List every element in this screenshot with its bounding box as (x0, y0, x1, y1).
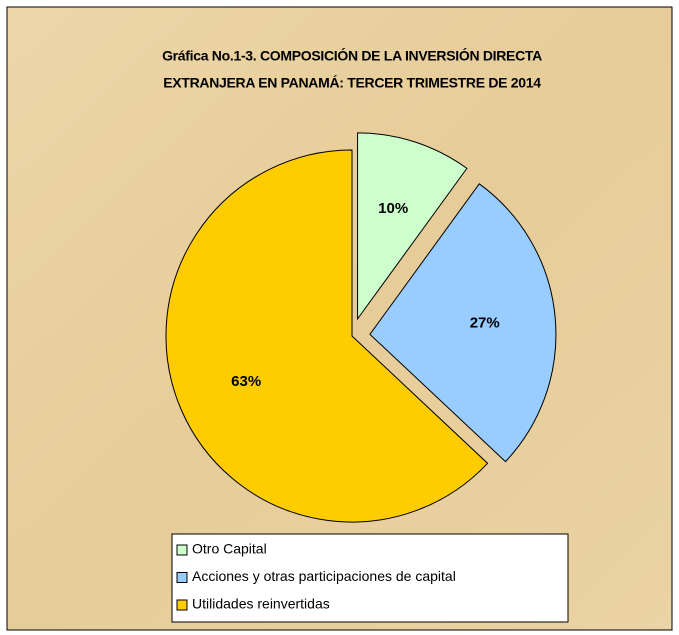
chart-title: EXTRANJERA EN PANAMÁ: TERCER TRIMESTRE D… (163, 75, 541, 91)
legend-label: Utilidades reinvertidas (192, 596, 330, 612)
legend-swatch (176, 572, 188, 583)
pie-slice (165, 149, 489, 523)
legend-label: Otro Capital (192, 541, 267, 557)
legend-swatch (176, 599, 188, 611)
data-label: 27% (470, 314, 500, 331)
pie-slice (357, 132, 468, 321)
legend-swatch (176, 544, 188, 556)
chart-title: Gráfica No.1-3. COMPOSICIÓN DE LA INVERS… (162, 47, 542, 64)
legend (171, 533, 569, 623)
legend-label: Acciones y otras participaciones de capi… (192, 568, 456, 584)
data-label: 63% (231, 373, 261, 390)
data-label: 10% (378, 200, 408, 217)
pie-slice (369, 183, 557, 463)
